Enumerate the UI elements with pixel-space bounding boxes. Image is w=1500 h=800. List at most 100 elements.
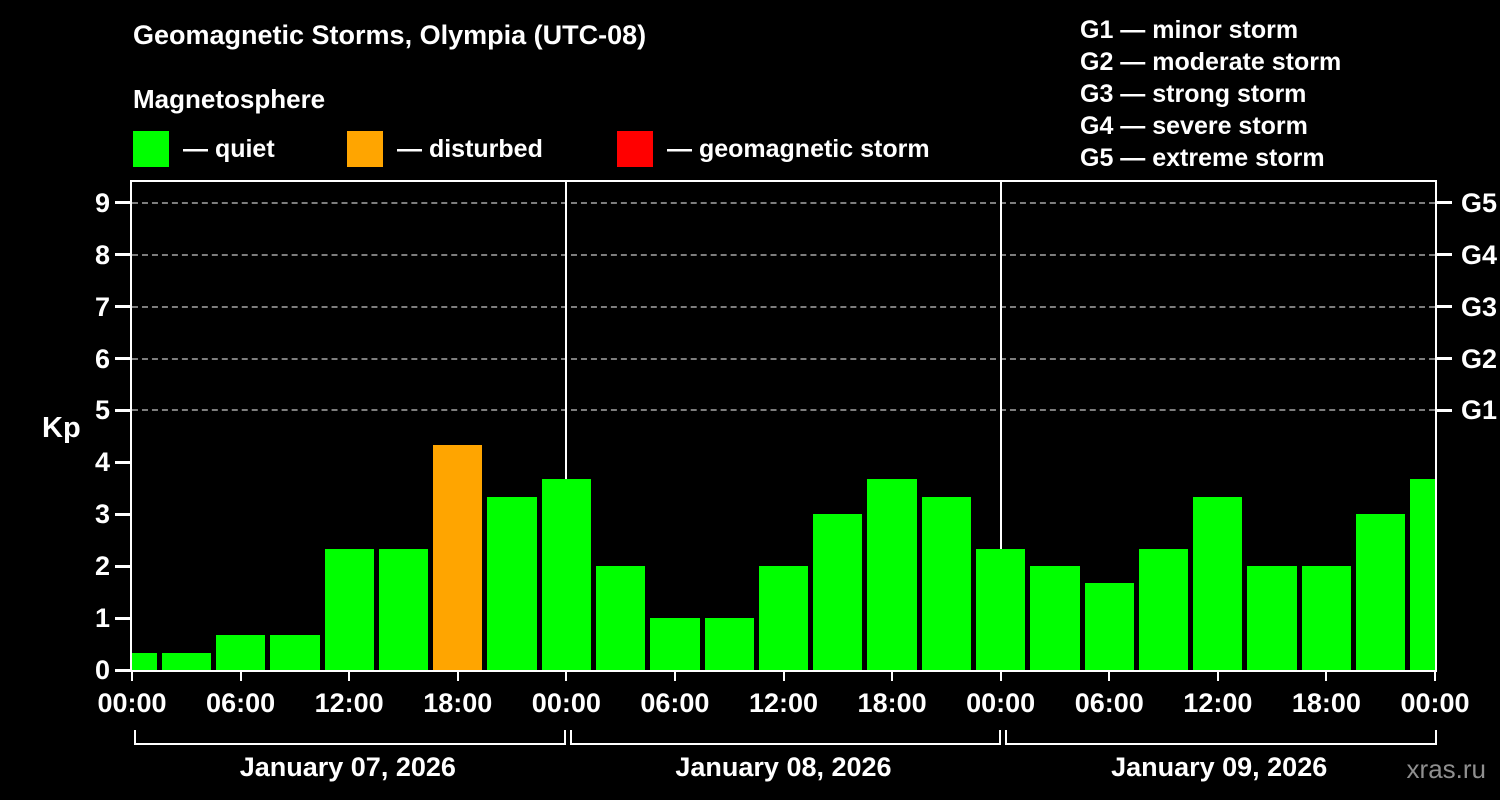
y-axis-label: 6 [94,343,110,374]
y-axis-label: 5 [94,395,110,426]
date-label: January 08, 2026 [675,752,892,782]
kp-bar [1356,514,1406,670]
chart-title: Geomagnetic Storms, Olympia (UTC-08) [133,20,647,50]
y-axis-label: 4 [94,447,110,478]
x-axis-tick [348,672,351,681]
g-legend-line-g1: G1 — minor storm [1080,16,1299,44]
y-axis-label: 0 [94,655,110,685]
kp-bar [921,497,971,670]
x-axis-tick [782,672,785,681]
kp-bar [758,566,809,670]
x-axis-tick [131,672,133,681]
x-axis-tick [565,672,568,681]
g-axis-label: G5 [1461,187,1498,218]
g-axis-label: G4 [1461,239,1498,270]
kp-bar [541,479,591,670]
right-axis-tick [1437,201,1452,205]
g-legend-line-g3: G3 — strong storm [1080,80,1307,108]
gridline-kp7 [132,305,1435,308]
y-axis-label: 7 [94,291,110,322]
plot-area: 0 1 2 3 4 5 6 7 8 9 G1 G2 G3 G4 G5 00:00 06:00 12:00 18:00… [95,180,1497,718]
storm-color-swatch [617,131,653,167]
x-axis-label: 18:00 [1291,688,1361,718]
x-axis-label: 06:00 [640,688,710,718]
kp-bar [1247,566,1297,670]
g-axis-label: G3 [1461,291,1498,322]
x-axis-label: 12:00 [748,688,819,718]
kp-bar [378,549,429,670]
y-axis-tick [115,253,130,257]
y-axis-tick [115,201,130,205]
y-axis-tick [115,408,130,412]
kp-bar [813,514,863,670]
y-axis-label: 2 [94,551,110,582]
g-scale-legend: G1 — minor storm G2 — moderate storm G3 … [1080,14,1341,174]
date-label: January 07, 2026 [239,752,456,782]
x-axis-label: 00:00 [531,688,601,718]
kp-bar [161,652,211,670]
x-axis-tick [239,672,242,681]
x-axis-tick [1325,672,1328,681]
right-axis-tick [1437,253,1452,257]
x-axis-label: 00:00 [1400,688,1470,718]
y-axis-tick [115,460,130,464]
x-axis-tick [999,672,1002,681]
kp-bar [1193,497,1243,670]
kp-bar [976,549,1026,670]
x-axis-label: 18:00 [423,688,493,718]
g-legend-line-g5: G5 — extreme storm [1080,144,1325,172]
kp-bar [595,566,646,670]
magnetosphere-label: Magnetosphere [133,84,326,114]
gridline-kp6 [132,357,1435,360]
kp-bar [1301,566,1352,670]
kp-bar [867,479,917,670]
x-axis-label: 12:00 [1183,688,1253,718]
kp-bar [650,618,700,670]
kp-bar [215,635,266,670]
x-axis-tick [1216,672,1219,681]
date-bracket [1005,730,1437,745]
g-legend-line-g4: G4 — severe storm [1080,112,1308,140]
x-axis-tick [456,672,459,681]
gridline-kp5 [132,409,1435,412]
disturbed-color-swatch [347,131,383,167]
kp-bar [704,618,754,670]
quiet-color-swatch [133,131,169,167]
y-axis-tick [115,668,130,672]
y-axis-tick [115,616,130,620]
kp-bar [487,497,537,670]
date-bracket [569,730,1002,745]
date-label: January 09, 2026 [1111,752,1328,782]
x-axis-label: 12:00 [314,688,384,718]
gridline-kp9 [132,201,1435,204]
right-axis-tick [1437,357,1452,360]
y-axis-label: 3 [94,499,110,530]
date-bracket [134,730,566,745]
g-legend-line-g2: G2 — moderate storm [1080,48,1342,76]
g-axis-label: G1 [1461,395,1498,426]
legend-label-storm: — geomagnetic storm [667,134,930,163]
x-axis-tick [1434,672,1436,681]
y-axis-title: Kp [42,412,81,444]
y-axis-label: 9 [94,187,110,218]
day-boundary-line [565,182,568,670]
kp-bar [433,445,483,670]
x-axis-tick [673,672,676,681]
x-axis-label: 00:00 [966,688,1036,718]
x-axis-label: 06:00 [1074,688,1144,718]
kp-bar [1138,549,1189,670]
x-axis-label: 00:00 [97,688,167,718]
kp-bar [324,549,374,670]
kp-bar [1084,583,1134,670]
kp-bar [1030,566,1080,670]
legend-item-quiet: — quiet [133,131,275,167]
x-axis-label: 18:00 [857,688,927,718]
y-axis-tick [115,305,130,309]
y-axis-tick [115,512,130,516]
watermark: xras.ru [1406,754,1486,784]
legend-label-disturbed: — disturbed [397,134,543,163]
legend-label-quiet: — quiet [183,134,275,163]
legend-item-storm: — geomagnetic storm [617,131,930,167]
x-axis-tick [1108,672,1111,681]
